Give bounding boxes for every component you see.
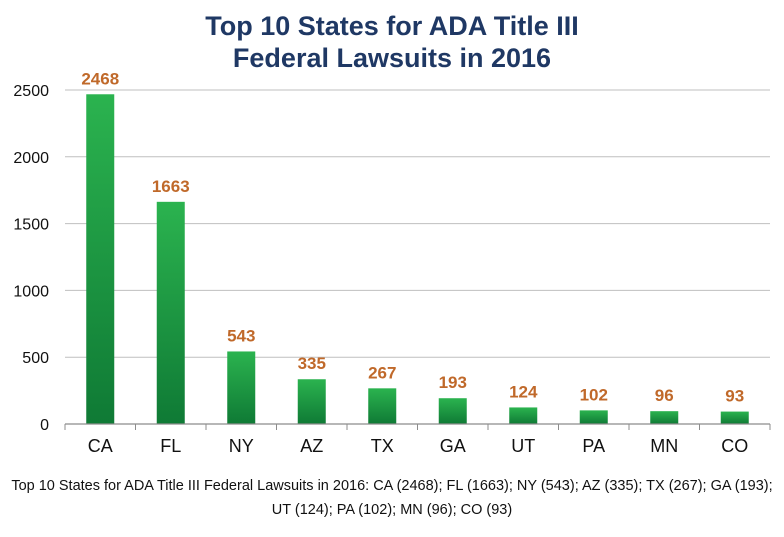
data-label: 335 [298, 354, 326, 373]
bar-pa [579, 410, 608, 424]
bar-fl [156, 201, 185, 424]
x-tick-label: FL [160, 436, 181, 456]
data-label: 1663 [152, 177, 190, 196]
y-tick-label: 2000 [13, 150, 49, 167]
bar-mn [650, 411, 679, 424]
bar-az [297, 379, 326, 424]
data-label: 2468 [81, 69, 119, 88]
x-tick-label: CA [88, 436, 113, 456]
x-axis: CA FL NY AZ TX GA UT PA MN CO [64, 423, 771, 456]
y-tick-label: 500 [22, 350, 49, 367]
x-tick-label: PA [582, 436, 605, 456]
y-tick-label: 2500 [13, 83, 49, 100]
x-tick-label: NY [229, 436, 254, 456]
data-label: 96 [655, 386, 674, 405]
y-tick-label: 1000 [13, 283, 49, 300]
chart-title-line-1: Top 10 States for ADA Title III [205, 11, 579, 41]
bar-chart: 0 500 1000 1500 2000 2500 2468 1663 543 335 267 19… [13, 69, 771, 456]
y-tick-label: 0 [40, 417, 49, 434]
bar-ny [227, 351, 256, 424]
bar-co [720, 411, 749, 424]
chart-title: Top 10 States for ADA Title III Federal … [0, 10, 784, 74]
data-label: 193 [439, 373, 467, 392]
chart-caption: Top 10 States for ADA Title III Federal … [11, 478, 773, 518]
x-tick-label: MN [650, 436, 678, 456]
x-tick-label: TX [371, 436, 394, 456]
bar-tx [368, 388, 397, 424]
bar-ca [86, 94, 115, 424]
bar-ut [509, 407, 538, 424]
y-axis-ticks: 0 500 1000 1500 2000 2500 [13, 83, 49, 434]
data-label: 93 [725, 387, 744, 406]
chart-title-line-2: Federal Lawsuits in 2016 [232, 43, 552, 73]
bars: 2468 1663 543 335 267 193 124 102 96 93 [81, 69, 749, 424]
data-label: 543 [227, 326, 255, 345]
y-tick-label: 1500 [13, 217, 49, 234]
data-label: 267 [368, 363, 396, 382]
bar-ga [438, 398, 467, 424]
x-tick-label: CO [721, 436, 748, 456]
x-tick-label: AZ [300, 436, 323, 456]
x-tick-label: UT [511, 436, 535, 456]
data-label: 102 [580, 385, 608, 404]
x-tick-label: GA [440, 436, 466, 456]
data-label: 124 [509, 382, 538, 401]
